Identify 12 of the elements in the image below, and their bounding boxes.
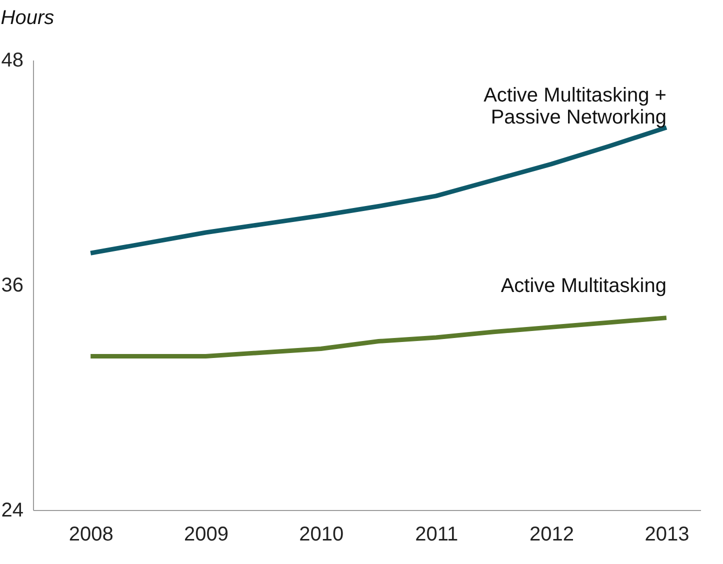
x-tick-label: 2012 — [530, 524, 574, 546]
x-tick-label: 2013 — [644, 524, 690, 546]
y-axis-title: Hours — [0, 7, 54, 29]
x-tick-label: 2011 — [415, 524, 458, 546]
y-tick-label: 48 — [1, 50, 24, 72]
x-tick-label: 2010 — [299, 524, 344, 546]
y-tick-label: 24 — [1, 500, 24, 522]
x-tick-label: 2008 — [68, 524, 114, 546]
series-label: Active Multitasking — [500, 274, 666, 297]
y-tick-label: 36 — [1, 274, 24, 296]
x-tick-label: 2009 — [184, 524, 229, 546]
series-label: Active Multitasking + Passive Networking — [484, 84, 666, 128]
